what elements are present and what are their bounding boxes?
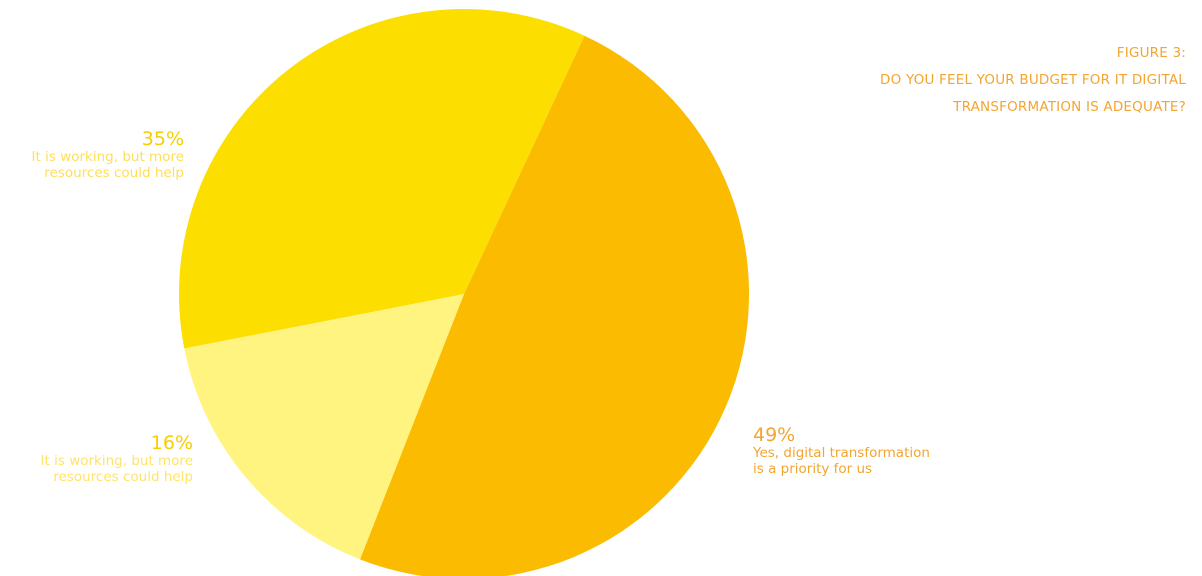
slice-percent-16: 16%	[150, 432, 193, 454]
slice-percent-49: 49%	[753, 424, 796, 446]
pie-slice-16	[184, 294, 465, 560]
slice-desc-16-line1: It is working, but more	[40, 453, 193, 469]
slice-desc-35-line2: resources could help	[44, 165, 184, 181]
slice-desc-16-line2: resources could help	[53, 469, 193, 485]
figure-label: FIGURE 3:	[1116, 45, 1186, 61]
slice-percent-35: 35%	[141, 128, 184, 150]
slice-desc-49-line1: Yes, digital transformation	[753, 445, 930, 461]
title-line-1: DO YOU FEEL YOUR BUDGET FOR IT DIGITAL	[880, 72, 1186, 88]
slice-label-16: 16% It is working, but more resources co…	[0, 433, 193, 485]
slice-desc-49-line2: is a priority for us	[753, 461, 873, 477]
pie-slice-35	[179, 8, 585, 349]
slice-label-35: 35% It is working, but more resources co…	[0, 129, 184, 181]
slice-label-49: 49% Yes, digital transformation is a pri…	[753, 425, 930, 477]
figure-title: FIGURE 3: DO YOU FEEL YOUR BUDGET FOR IT…	[880, 40, 1186, 121]
pie-slice-49	[360, 35, 750, 576]
title-line-2: TRANSFORMATION IS ADEQUATE?	[953, 99, 1186, 115]
slice-desc-35-line1: It is working, but more	[31, 149, 184, 165]
